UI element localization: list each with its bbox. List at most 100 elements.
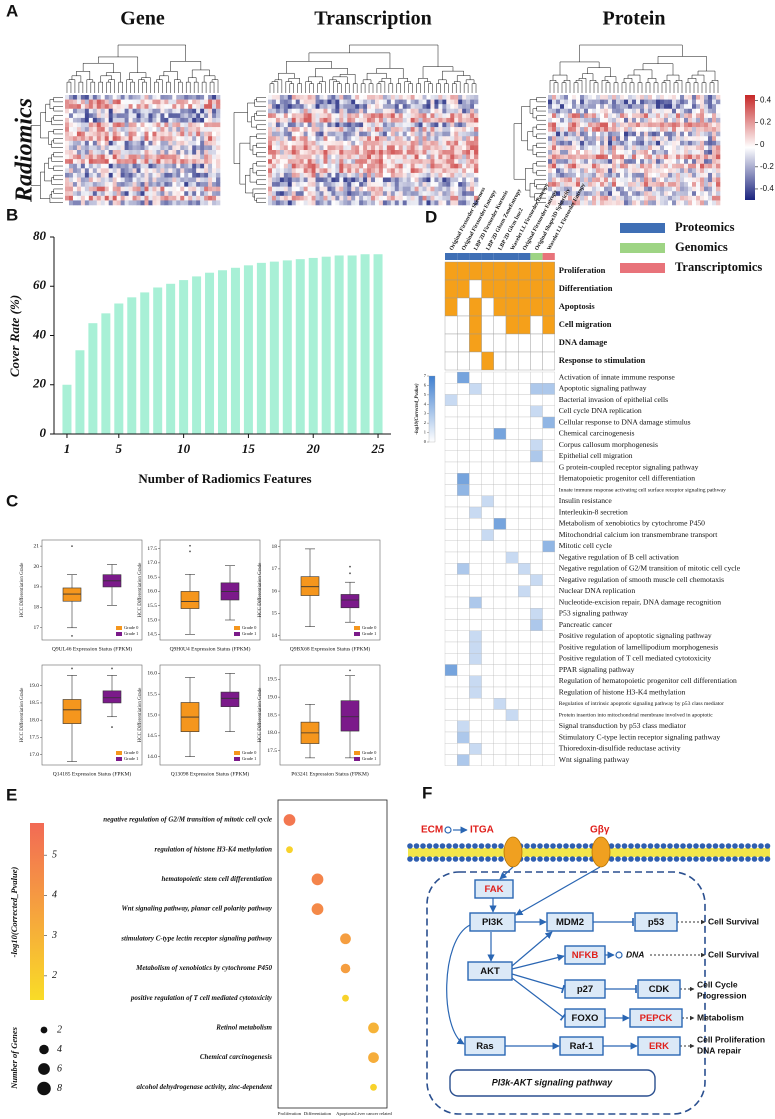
heatmap-texture-cell [458,172,463,178]
heatmap-texture-cell [696,113,701,119]
heatmap-texture-cell [168,113,173,119]
heatmap-texture-cell [552,99,557,105]
heatmap-texture-cell [275,108,281,114]
heatmap-texture-cell [462,154,467,160]
heatmap-texture-cell [200,122,205,128]
heatmap-texture-cell [287,108,293,114]
heatmap-texture-cell [204,177,209,183]
dendrogram-branch [629,82,635,93]
heatmap-texture-cell [434,177,439,183]
legend-swatch [620,223,665,233]
lipid-head [452,843,459,849]
heatmap-texture-cell [363,131,368,137]
dendrogram-branch [254,193,266,201]
lipid-head [693,856,699,862]
heatmap-texture-cell [128,191,133,197]
heatmap-texture-cell [303,140,308,146]
heatmap-texture-cell [648,191,653,197]
heatmap-texture-cell [552,150,557,155]
heatmap-texture-cell [470,154,475,160]
heatmap-texture-cell [112,131,117,137]
heatmap-texture-cell [291,159,297,165]
lipid-head [556,856,563,862]
heatmap-texture-cell [692,200,697,206]
heatmap-texture-cell [608,136,613,142]
heatmap-texture-cell [136,122,141,128]
heatmap-texture-cell [390,168,396,174]
heatmap-texture-cell [323,163,328,169]
heatmap-texture-cell [116,99,121,105]
node-box [559,1036,604,1056]
heatmap-texture-cell [128,95,133,100]
heatmap-texture-cell [620,163,625,169]
heatmap-texture-cell [331,113,336,119]
lipid-head [433,843,439,849]
heatmap-texture-cell [406,122,411,128]
heatmap-texture-cell [438,182,443,187]
heatmap-texture [65,95,221,206]
heatmap-texture-cell [700,154,705,160]
heatmap-texture-cell [351,182,356,187]
heatmap-texture-cell [184,145,189,151]
heatmap-texture-cell [156,168,161,174]
heatmap-texture-cell [168,159,173,165]
heatmap-texture-cell [184,159,189,165]
heatmap-texture-cell [620,182,625,187]
heatmap-texture-cell [632,140,637,146]
heatmap-texture-cell [184,150,189,155]
heatmap-texture-cell [132,113,137,119]
heatmap-texture-cell [398,113,404,119]
heatmap-texture-cell [644,200,649,206]
heatmap-texture-cell [656,191,661,197]
x-axis-label: P63241 Expression Status (FPKM) [291,770,369,777]
heatmap-texture-cell [390,131,396,137]
heatmap-texture-cell [398,99,404,105]
heatmap-texture-cell [462,150,467,155]
dendrogram-branch [138,79,145,93]
heatmap-texture-cell [140,117,145,123]
heatmap-texture-cell [76,99,82,105]
heatmap-texture-cell [287,99,293,105]
heatmap-texture-cell [398,122,404,128]
heatmap-texture-cell [394,140,400,146]
heatmap-texture-cell [144,95,149,100]
heatmap-texture-cell [76,108,82,114]
heatmap-texture-cell [648,195,653,201]
heatmap-texture-cell [140,127,145,132]
matrix-cell [469,383,482,395]
heatmap-texture-cell [124,127,129,132]
matrix-cell [518,428,531,440]
heatmap-texture-cell [548,108,553,114]
heatmap-texture-cell [374,99,380,105]
heatmap-texture-cell [347,200,352,206]
matrix-cell [444,529,458,541]
heatmap-texture-cell [192,200,197,206]
heatmap-texture-cell [80,150,86,155]
heatmap-texture-cell [402,186,407,192]
heatmap-texture-cell [414,182,419,187]
heatmap-texture-cell [708,95,713,100]
heatmap-texture-cell [628,113,633,119]
heatmap-texture-cell [652,200,657,206]
heatmap-texture-cell [564,195,569,201]
heatmap-texture-cell [688,127,693,132]
heatmap-texture-cell [394,150,400,155]
y-tick-label: negative regulation of G2/M transition o… [103,816,272,824]
heatmap-texture-cell [608,131,613,137]
heatmap-texture-cell [684,122,689,128]
heatmap-texture-cell [418,191,423,197]
heatmap-texture-cell [315,191,320,197]
heatmap-texture-cell [414,168,419,174]
heatmap-texture-cell [200,113,205,119]
heatmap-texture-cell [608,191,613,197]
heatmap-texture-cell [390,163,396,169]
heatmap-texture-cell [311,145,316,151]
dendrogram-branch [661,82,667,93]
dendrogram-branch [53,138,63,144]
heatmap-texture-cell [592,195,597,201]
heatmap-texture-cell [406,108,411,114]
heatmap-texture-cell [560,200,565,206]
heatmap-texture-cell [632,150,637,155]
heatmap-texture-cell [568,131,573,137]
heatmap-texture-cell [672,182,677,187]
